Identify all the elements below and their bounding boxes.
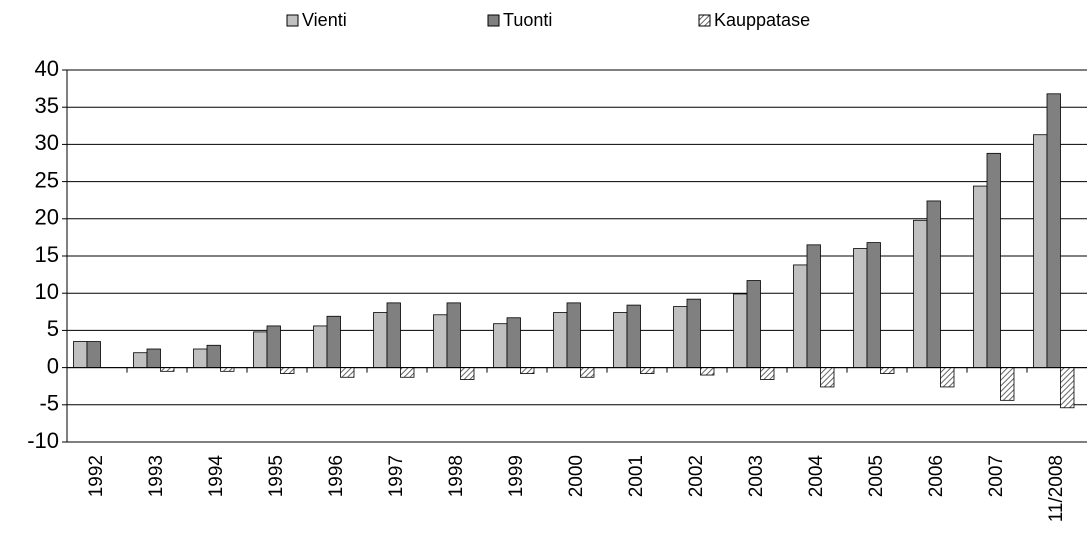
x-tick-label: 1993 [146,455,167,497]
bar [280,367,295,374]
bar [253,331,268,369]
x-tick-label: 1997 [386,455,407,497]
bar [686,298,701,369]
bar [400,367,415,378]
bar [446,302,461,369]
bar [386,302,401,369]
bar [853,248,868,368]
x-tick-label: 1996 [326,455,347,497]
y-tick-label: 5 [47,316,59,341]
bar [326,315,341,369]
bar [626,304,641,369]
bar [86,341,101,368]
y-tick-label: 25 [35,167,59,192]
bar [973,185,988,368]
bar [493,323,508,369]
bar [760,367,775,380]
bar [1060,367,1075,409]
x-tick-label: 1995 [266,455,287,497]
y-tick-label: 20 [35,205,59,230]
bar [206,344,221,368]
bar [926,200,941,369]
bar [806,244,821,368]
bar [520,367,535,374]
y-tick-label: 0 [47,353,59,378]
x-tick-label: 2003 [746,455,767,497]
bar [940,367,955,388]
x-tick-label: 2001 [626,455,647,497]
x-tick-label: 11/2008 [1046,455,1067,522]
bar [553,312,568,369]
bar [433,314,448,369]
bar [746,280,761,368]
x-tick-label: 2005 [866,455,887,497]
bar [160,367,175,372]
legend-label: Vienti [302,10,347,30]
bar [460,367,475,380]
y-tick-label: 35 [35,93,59,118]
bar [340,367,355,378]
bar [73,341,88,368]
bar [133,352,148,369]
bar [733,293,748,368]
bar [913,219,928,368]
legend-label: Tuonti [503,10,552,30]
bar [580,367,595,378]
bar [266,325,281,369]
x-tick-label: 2000 [566,455,587,497]
legend-swatch [286,14,299,27]
y-tick-label: 40 [35,56,59,81]
bar [820,367,835,388]
y-tick-label: 15 [35,242,59,267]
y-tick-label: 10 [35,279,59,304]
x-tick-label: 2004 [806,455,827,498]
bar [373,312,388,369]
y-tick-label: -5 [39,391,59,416]
bar [880,367,895,374]
bar [506,317,521,369]
bar [146,348,161,369]
legend-swatch [487,14,500,27]
legend-label: Kauppatase [714,10,810,30]
bar [866,242,881,368]
bar [986,152,1001,369]
x-tick-label: 1998 [446,455,467,497]
bar [313,325,328,369]
bar [613,312,628,369]
bar [193,348,208,369]
x-tick-label: 2006 [926,455,947,497]
bar [793,264,808,369]
x-tick-label: 1992 [86,455,107,497]
bar [673,306,688,369]
bar [1046,93,1061,368]
bar [1033,134,1048,368]
x-tick-label: 1994 [206,455,227,498]
y-tick-label: -10 [27,428,59,453]
y-tick-label: 30 [35,130,59,155]
bar [640,367,655,374]
x-tick-label: 2007 [986,455,1007,497]
legend-swatch [698,14,711,27]
x-tick-label: 2002 [686,455,707,497]
bar [566,302,581,369]
x-tick-label: 1999 [506,455,527,497]
bar [220,367,235,372]
bar [700,367,715,376]
bar [1000,367,1015,401]
